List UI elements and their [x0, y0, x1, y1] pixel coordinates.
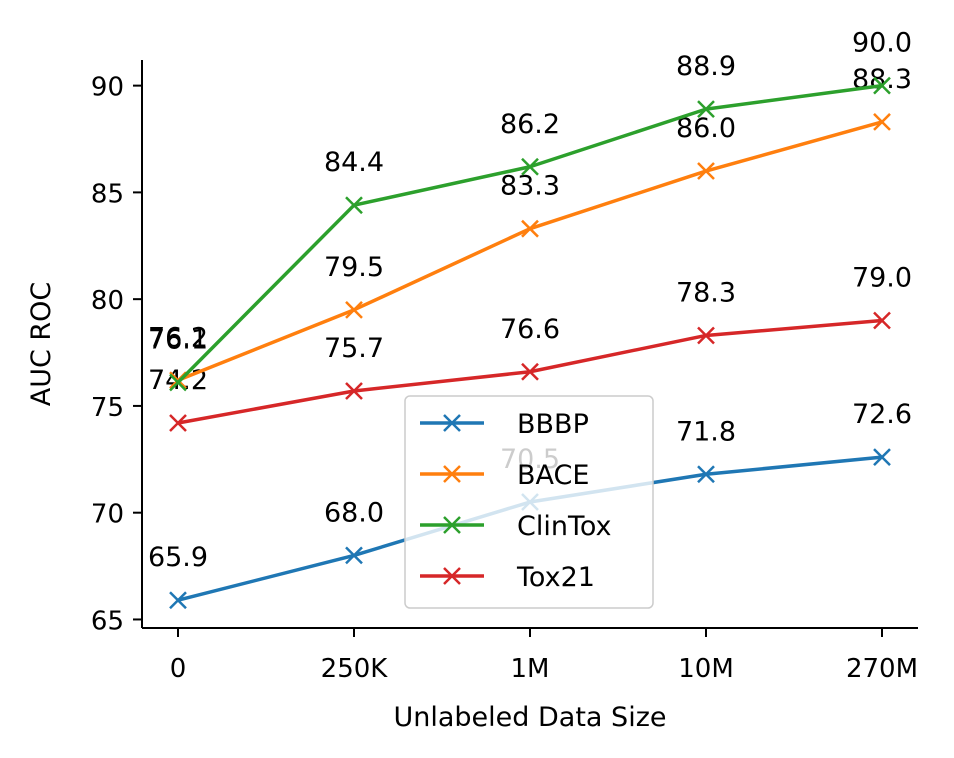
data-point-marker [697, 465, 715, 484]
y-tick-label: 70 [91, 500, 124, 530]
data-point-marker [697, 162, 715, 180]
data-label: 68.0 [324, 497, 384, 528]
data-point-marker [169, 414, 187, 432]
data-point-marker [345, 300, 363, 319]
legend-label: BBBP [517, 409, 589, 440]
x-ticks: 0 250K 1M 10M 270M [170, 628, 918, 684]
data-point-marker [873, 113, 891, 131]
legend-frame [404, 395, 654, 609]
data-point-marker [873, 448, 891, 467]
data-label: 76.1 [148, 324, 208, 355]
series-bace [169, 113, 891, 390]
legend-label: Tox21 [516, 562, 595, 593]
legend: BBBP BACE ClinTox Tox21 [404, 395, 654, 609]
data-label: 88.3 [852, 64, 912, 95]
y-tick-label: 85 [91, 179, 124, 209]
data-label: 84.4 [324, 147, 384, 178]
data-label: 78.3 [676, 277, 736, 308]
data-label: 90.0 [852, 28, 912, 59]
data-point-marker [521, 362, 539, 381]
data-point-marker [697, 100, 715, 118]
legend-label: BACE [517, 460, 589, 491]
series-tox21 [169, 311, 891, 432]
data-label: 83.3 [500, 171, 560, 202]
x-tick-label: 1M [511, 654, 550, 684]
axes: 65 70 75 80 85 90 0 250K 1M 10M 270M Unlabeled Da… [26, 60, 918, 733]
data-label: 88.9 [676, 51, 736, 82]
legend-marker [443, 465, 461, 483]
y-tick-label: 80 [91, 286, 124, 316]
legend-label: ClinTox [517, 511, 612, 542]
data-point-marker [873, 76, 891, 95]
data-label: 86.0 [676, 113, 736, 144]
y-tick-label: 90 [91, 73, 124, 103]
data-point-marker [169, 591, 187, 610]
y-tick-label: 75 [91, 393, 124, 423]
legend-marker [443, 516, 461, 534]
x-tick-label: 250K [321, 654, 389, 684]
y-tick-label: 65 [91, 606, 124, 636]
legend-marker [443, 414, 461, 432]
data-label: 65.9 [148, 542, 208, 573]
x-axis-label: Unlabeled Data Size [394, 702, 667, 733]
data-point-marker [697, 326, 715, 345]
series-clintox [169, 76, 891, 392]
data-label: 72.6 [852, 399, 912, 430]
data-point-marker [169, 373, 187, 392]
data-label: 75.7 [324, 333, 384, 364]
data-point-marker [345, 196, 363, 215]
data-point-marker [521, 157, 539, 176]
y-ticks: 65 70 75 80 85 90 [91, 73, 142, 636]
data-point-marker [345, 382, 363, 400]
x-tick-label: 270M [846, 654, 918, 684]
data-labels: 65.968.070.571.872.676.279.583.386.088.3… [148, 28, 912, 574]
data-label: 76.2 [148, 322, 208, 353]
x-tick-label: 0 [170, 654, 187, 684]
data-label: 86.2 [500, 109, 560, 140]
data-point-marker [873, 311, 891, 330]
data-label: 79.0 [852, 263, 912, 294]
data-label: 76.6 [500, 314, 560, 345]
data-point-marker [521, 219, 539, 238]
x-tick-label: 10M [678, 654, 734, 684]
y-axis-label: AUC ROC [26, 282, 57, 407]
data-point-marker [345, 546, 363, 565]
data-label: 79.5 [324, 252, 384, 283]
data-label: 71.8 [676, 416, 736, 447]
legend-marker [443, 567, 461, 585]
